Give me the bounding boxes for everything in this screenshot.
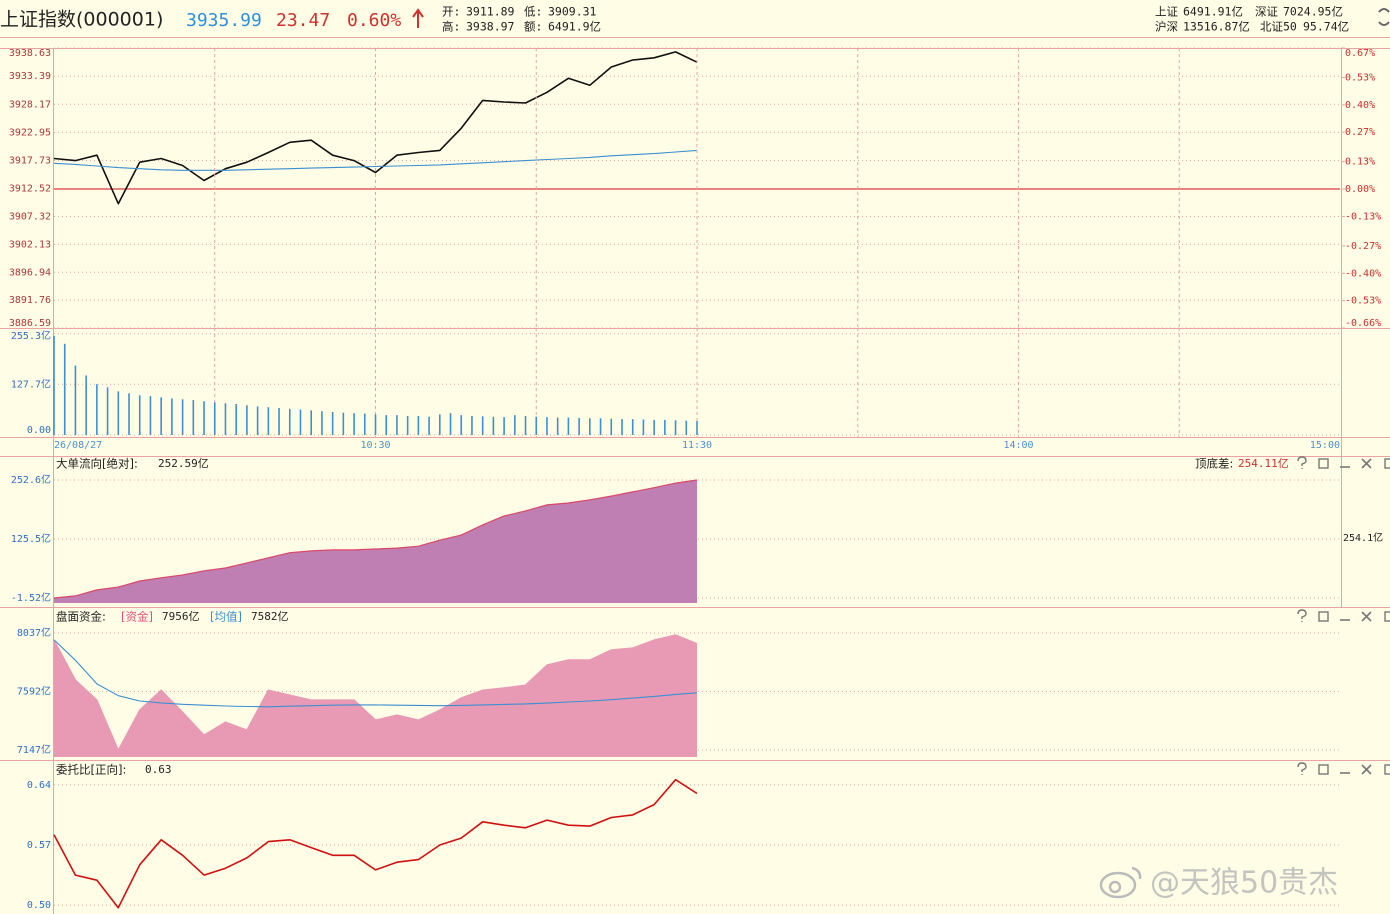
stat-value: 3938.97 bbox=[466, 20, 515, 34]
x-tick-label: 15:00 bbox=[1310, 440, 1340, 451]
stat-value: 3911.89 bbox=[466, 5, 515, 19]
y-tick-label: 3886.59 bbox=[9, 318, 51, 329]
market-value: 7024.95亿 bbox=[1283, 5, 1343, 19]
line bbox=[53, 149, 698, 171]
watermark: @天狼50贵杰 bbox=[1150, 866, 1338, 901]
refresh-arc bbox=[1378, 21, 1390, 26]
line bbox=[53, 639, 698, 708]
y2-tick-label: 0.67% bbox=[1345, 48, 1375, 59]
help-button[interactable] bbox=[1297, 762, 1307, 775]
weibo-wave bbox=[1131, 866, 1142, 880]
y-tick-label: 0.57 bbox=[27, 840, 51, 851]
line bbox=[53, 51, 698, 205]
y-tick-label: 7592亿 bbox=[17, 685, 51, 698]
y-tick-label: 3896.94 bbox=[9, 267, 51, 278]
stat-label: 高: bbox=[442, 20, 460, 34]
y2-tick-label: -0.66% bbox=[1345, 318, 1381, 329]
area-edge bbox=[53, 634, 698, 752]
stat-label: 额: bbox=[524, 20, 542, 34]
legend-value: 7582亿 bbox=[251, 610, 289, 623]
y2-tick-label: 0.40% bbox=[1345, 100, 1375, 111]
y-tick-label: 125.5亿 bbox=[11, 532, 51, 545]
legend-value: 7956亿 bbox=[162, 610, 200, 623]
x-tick-label: 10:30 bbox=[360, 440, 390, 451]
index-price: 3935.99 bbox=[186, 10, 262, 31]
stat-value: 6491.9亿 bbox=[548, 20, 601, 34]
market-label: 沪深 bbox=[1155, 20, 1178, 34]
y-tick-label: 3907.32 bbox=[9, 211, 51, 222]
panel-title: 委托比[正向]: bbox=[56, 763, 126, 777]
y-tick-label: 3922.95 bbox=[9, 127, 51, 138]
area bbox=[54, 480, 697, 603]
x-tick-label: 11:30 bbox=[682, 440, 712, 451]
panel-title: 大单流向[绝对]: bbox=[56, 457, 138, 471]
watermark-icon bbox=[1099, 866, 1142, 899]
x-tick-label: 14:00 bbox=[1003, 440, 1033, 451]
help-button[interactable] bbox=[1297, 456, 1307, 469]
side-label: 顶底差: bbox=[1195, 457, 1233, 471]
weibo-eye-center bbox=[1108, 880, 1122, 894]
index-name: 上证指数(000001) bbox=[0, 9, 163, 31]
y-tick-label: 3917.73 bbox=[9, 155, 51, 166]
side-value: 254.11亿 bbox=[1238, 457, 1289, 470]
y-tick-label: 252.6亿 bbox=[11, 473, 51, 486]
y-tick-label: 3938.63 bbox=[9, 48, 51, 59]
y-tick-label: 7147亿 bbox=[17, 743, 51, 756]
market-label: 北证50 bbox=[1260, 20, 1297, 34]
y-tick-label: -1.52亿 bbox=[11, 591, 51, 604]
stat-label: 低: bbox=[524, 5, 542, 19]
close-button[interactable] bbox=[1361, 458, 1372, 469]
area-edge bbox=[53, 479, 698, 599]
panel-value: 0.63 bbox=[145, 763, 172, 776]
y-tick-label: 255.3亿 bbox=[11, 329, 51, 342]
y2-tick-label: 0.53% bbox=[1345, 72, 1375, 83]
y-tick-label: 0.50 bbox=[27, 900, 51, 911]
y-tick-label: 0.00 bbox=[27, 425, 51, 436]
market-label: 深证 bbox=[1255, 5, 1278, 19]
side-axis-label: 254.1亿 bbox=[1343, 531, 1383, 544]
y-tick-label: 3912.52 bbox=[9, 183, 51, 194]
x-tick-label: 26/08/27 bbox=[54, 440, 102, 451]
index-pct: 0.60% bbox=[347, 10, 401, 31]
y-tick-label: 3928.17 bbox=[9, 99, 51, 110]
y-tick-label: 8037亿 bbox=[17, 626, 51, 639]
y2-tick-label: 0.00% bbox=[1345, 184, 1375, 195]
close-button[interactable] bbox=[1361, 611, 1372, 622]
y-tick-label: 0.64 bbox=[27, 780, 51, 791]
y2-tick-label: -0.13% bbox=[1345, 211, 1381, 222]
market-value: 95.74亿 bbox=[1303, 20, 1349, 34]
legend-name: [均值] bbox=[210, 610, 242, 624]
line bbox=[53, 778, 698, 909]
maximize-button[interactable] bbox=[1318, 611, 1329, 622]
weibo-eye bbox=[1099, 871, 1137, 899]
maximize-button[interactable] bbox=[1318, 458, 1329, 469]
y2-tick-label: 0.13% bbox=[1345, 157, 1375, 168]
y-tick-label: 3891.76 bbox=[9, 295, 51, 306]
y2-tick-label: -0.27% bbox=[1345, 241, 1381, 252]
market-value: 6491.91亿 bbox=[1183, 5, 1243, 19]
stat-label: 开: bbox=[442, 5, 460, 19]
refresh-arc bbox=[1378, 8, 1390, 13]
y2-tick-label: 0.27% bbox=[1345, 127, 1375, 138]
up-arrow bbox=[412, 8, 424, 28]
y-tick-label: 3902.13 bbox=[9, 239, 51, 250]
close-button[interactable] bbox=[1361, 764, 1372, 775]
y2-tick-label: -0.53% bbox=[1345, 296, 1381, 307]
panel-value: 252.59亿 bbox=[158, 457, 209, 470]
legend-name: [资金] bbox=[121, 610, 153, 624]
y-tick-label: 127.7亿 bbox=[11, 377, 51, 390]
market-label: 上证 bbox=[1155, 5, 1178, 19]
stat-value: 3909.31 bbox=[548, 5, 597, 19]
panel-title: 盘面资金: bbox=[56, 610, 106, 624]
y2-tick-label: -0.40% bbox=[1345, 268, 1381, 279]
index-change: 23.47 bbox=[276, 10, 330, 31]
market-value: 13516.87亿 bbox=[1183, 20, 1250, 34]
area bbox=[54, 634, 697, 757]
help-button[interactable] bbox=[1297, 609, 1307, 622]
refresh-icon[interactable] bbox=[1378, 8, 1390, 26]
maximize-button[interactable] bbox=[1318, 764, 1329, 775]
y-tick-label: 3933.39 bbox=[9, 71, 51, 82]
